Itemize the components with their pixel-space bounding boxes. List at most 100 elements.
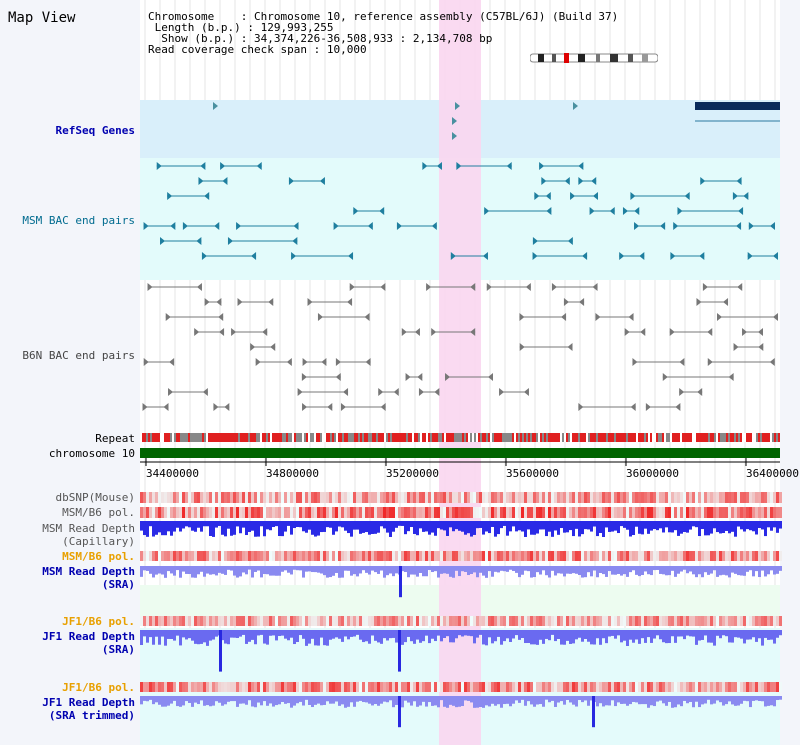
depth-bar	[350, 521, 353, 537]
pol-cell	[533, 616, 536, 626]
bac-end	[214, 222, 220, 230]
depth-bar	[659, 696, 662, 701]
track-label-jf1-depth[interactable]: JF1 Read Depth	[42, 630, 135, 643]
repeat-bar	[668, 433, 670, 442]
pol-cell	[626, 551, 629, 561]
track-label-chromosome[interactable]: chromosome 10	[48, 447, 135, 460]
pol-cell	[251, 507, 254, 518]
depth-bar	[689, 521, 692, 530]
depth-bar	[566, 521, 569, 533]
pol-cell	[617, 551, 620, 561]
pol-cell	[725, 616, 728, 626]
depth-bar	[362, 630, 365, 643]
pol-cell	[377, 616, 380, 626]
depth-bar	[152, 630, 155, 645]
pol-cell	[503, 507, 506, 518]
bac-end	[445, 373, 451, 381]
pol-cell	[611, 507, 614, 518]
track-label-jf1-pol-trimmed[interactable]: JF1/B6 pol.	[62, 681, 135, 694]
depth-bar	[440, 696, 443, 701]
track-label-msm-depth-capillary[interactable]: MSM Read Depth	[42, 522, 135, 535]
repeat-bar	[202, 433, 204, 442]
pol-cell	[395, 551, 398, 561]
track-label-jf1-depth-trimmed-sub: (SRA trimmed)	[48, 709, 135, 722]
bac-end	[222, 177, 228, 185]
bac-end	[592, 192, 598, 200]
depth-bar	[452, 696, 455, 706]
track-label-msm-depth-sra[interactable]: MSM Read Depth	[42, 565, 135, 578]
depth-bar	[200, 630, 203, 644]
track-label-msm-b6-pol-sra[interactable]: MSM/B6 pol.	[62, 550, 135, 563]
repeat-bar	[354, 433, 356, 442]
pol-cell	[389, 682, 392, 692]
repeat-bar	[732, 433, 734, 442]
repeat-bar	[734, 433, 736, 442]
track-label-msm-bac[interactable]: MSM BAC end pairs	[22, 214, 135, 227]
pol-cell	[626, 682, 629, 692]
pol-cell	[506, 682, 509, 692]
depth-bar	[530, 521, 533, 535]
pol-cell	[410, 492, 413, 503]
repeat-bar	[726, 433, 728, 442]
pol-cell	[437, 492, 440, 503]
depth-bar	[758, 521, 761, 529]
repeat-bar	[756, 433, 758, 442]
repeat-bar	[304, 433, 306, 442]
depth-bar	[719, 630, 722, 639]
pol-cell	[674, 551, 677, 561]
pol-cell	[512, 507, 515, 518]
track-label-refseq[interactable]: RefSeq Genes	[55, 124, 135, 137]
depth-bar	[458, 566, 461, 577]
chromosome-ideogram[interactable]	[530, 53, 658, 63]
pol-cell	[653, 682, 656, 692]
repeat-bar	[314, 433, 316, 442]
pol-cell	[374, 551, 377, 561]
pol-cell	[554, 682, 557, 692]
pol-cell	[449, 551, 452, 561]
track-label-msm-b6-pol[interactable]: MSM/B6 pol.	[62, 506, 135, 519]
bac-end	[219, 328, 225, 336]
bac-end	[292, 237, 298, 245]
pol-cell	[278, 682, 281, 692]
pol-cell	[299, 682, 302, 692]
track-label-b6n-bac[interactable]: B6N BAC end pairs	[22, 349, 135, 362]
pol-cell	[434, 682, 437, 692]
depth-bar	[374, 521, 377, 534]
pol-cell	[302, 682, 305, 692]
pol-cell	[641, 492, 644, 503]
repeat-bar	[342, 433, 344, 442]
pol-cell	[629, 682, 632, 692]
pol-cell	[293, 616, 296, 626]
pol-cell	[161, 492, 164, 503]
depth-bar	[602, 630, 605, 639]
track-label-repeat[interactable]: Repeat	[95, 432, 135, 445]
depth-bar	[635, 566, 638, 575]
pol-cell	[680, 682, 683, 692]
pol-cell	[227, 682, 230, 692]
bac-end	[417, 373, 423, 381]
depth-bar	[458, 696, 461, 707]
pol-cell	[365, 682, 368, 692]
track-label-dbsnp[interactable]: dbSNP(Mouse)	[55, 491, 135, 504]
pol-cell	[461, 507, 464, 518]
depth-bar	[686, 696, 689, 704]
depth-bar	[233, 630, 236, 638]
repeat-bar	[166, 433, 168, 442]
depth-bar	[293, 630, 296, 645]
repeat-bar	[438, 433, 440, 442]
repeat-bar	[498, 433, 500, 442]
repeat-bar	[764, 433, 766, 442]
pol-cell	[764, 507, 767, 518]
pol-cell	[314, 492, 317, 503]
track-label-jf1-depth-trimmed[interactable]: JF1 Read Depth	[42, 696, 135, 709]
depth-bar	[524, 630, 527, 644]
track-label-jf1-pol[interactable]: JF1/B6 pol.	[62, 615, 135, 628]
pol-cell	[500, 682, 503, 692]
repeat-bar	[340, 433, 342, 442]
depth-bar	[215, 696, 218, 702]
depth-bar	[314, 630, 317, 646]
pol-cell	[347, 507, 350, 518]
depth-bar	[491, 696, 494, 704]
bac-end	[723, 298, 729, 306]
